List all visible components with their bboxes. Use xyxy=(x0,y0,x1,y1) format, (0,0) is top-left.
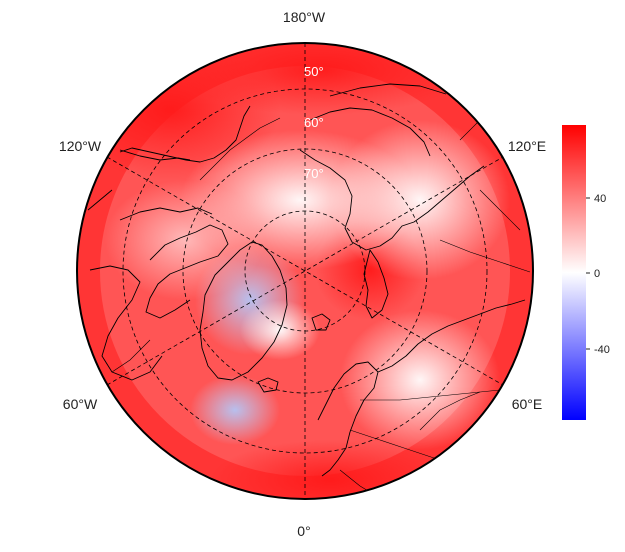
lon-label-right-lower: 60°E xyxy=(512,396,543,412)
meridian-60w-120e xyxy=(106,156,504,386)
colorbar: 40 0 -40 xyxy=(562,125,610,420)
map-boundary xyxy=(76,42,534,500)
greenland-coast xyxy=(199,241,288,381)
colorbar-gradient xyxy=(562,125,586,420)
canadian-archipelago-coast xyxy=(119,207,229,319)
lat-label-70: 70° xyxy=(304,166,324,181)
lat-label-50: 50° xyxy=(304,64,324,79)
eurasia-north-coast xyxy=(377,299,526,373)
svalbard-coast xyxy=(311,313,331,331)
novaya-zemlya-coast xyxy=(363,249,389,319)
scandinavia-coast xyxy=(317,361,379,477)
colorbar-tick-label: 0 xyxy=(594,268,600,280)
lon-label-top: 180°W xyxy=(283,9,326,25)
lon-label-left-lower: 60°W xyxy=(63,396,98,412)
lon-label-left-upper: 120°W xyxy=(59,138,102,154)
lon-label-right-upper: 120°E xyxy=(508,138,546,154)
siberia-coast xyxy=(299,83,485,251)
anomaly-field xyxy=(77,43,533,499)
colorbar-tick-label: -40 xyxy=(594,344,610,356)
lon-label-bottom: 0° xyxy=(297,523,310,539)
iceland-coast xyxy=(257,377,279,393)
coastlines xyxy=(87,83,526,477)
meridian-120w-60e xyxy=(106,156,504,386)
colorbar-tick-label: 40 xyxy=(594,193,606,205)
lat-label-60: 60° xyxy=(304,115,324,130)
alaska-coast xyxy=(119,105,251,163)
